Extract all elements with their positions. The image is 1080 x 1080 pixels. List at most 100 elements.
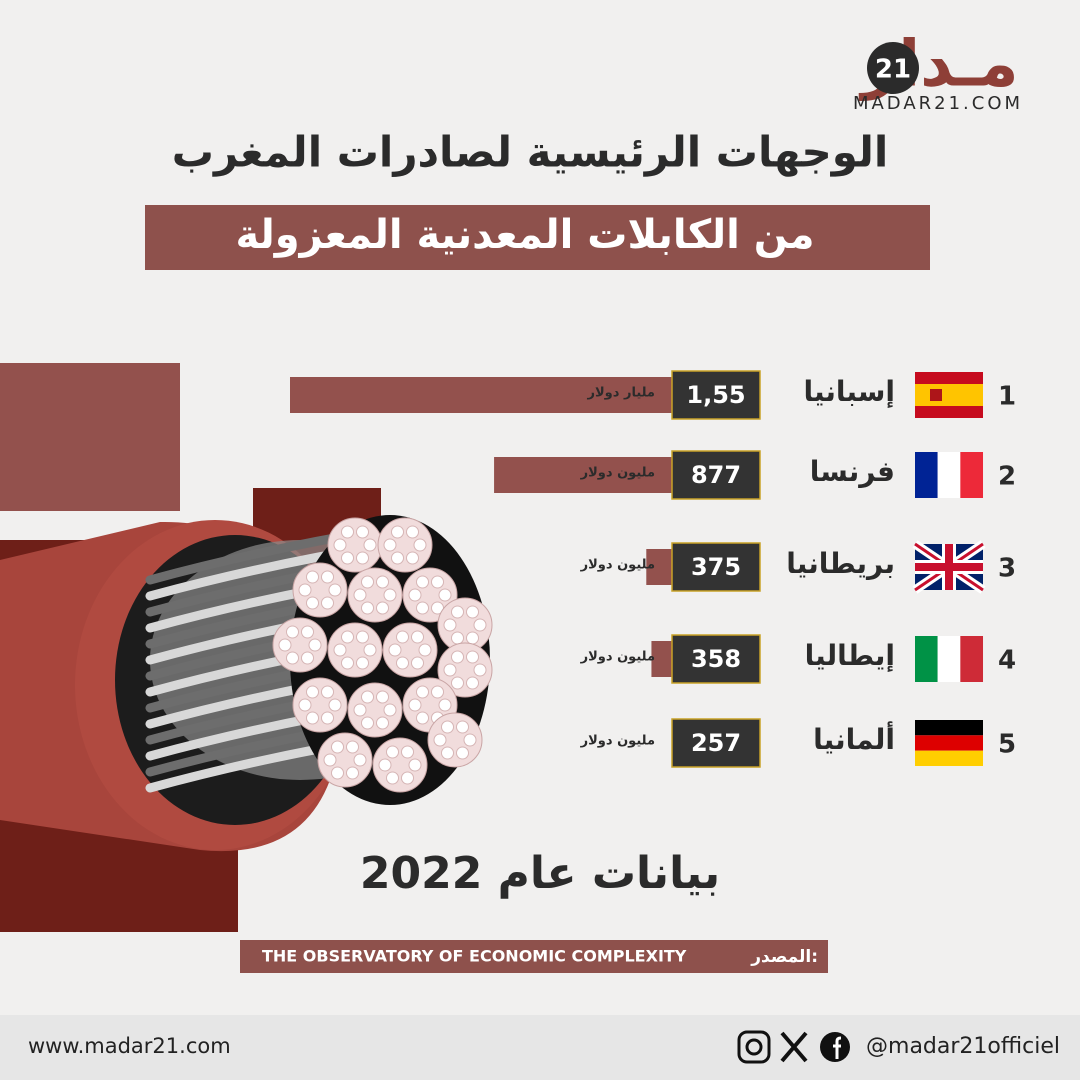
wire	[466, 605, 479, 619]
footer-bar	[0, 1015, 1080, 1080]
flag-stripe	[960, 636, 984, 682]
rank: 3	[998, 554, 1016, 584]
wire	[308, 638, 322, 652]
flag-stripe	[937, 452, 961, 498]
wire	[456, 720, 469, 734]
flag	[915, 720, 983, 766]
source-label: المصدر:	[750, 947, 818, 967]
wire	[406, 525, 419, 539]
flag	[915, 636, 984, 682]
wire	[441, 720, 454, 734]
wire	[406, 551, 419, 565]
wire	[363, 643, 377, 657]
wire	[328, 698, 342, 712]
unit-label: مليون دولار	[580, 466, 655, 481]
wire	[378, 758, 392, 772]
unit-label: مليون دولار	[580, 650, 655, 665]
wire	[411, 630, 424, 644]
wire	[353, 588, 367, 602]
wire	[356, 551, 369, 565]
logo-number: 21	[875, 55, 911, 85]
wire	[328, 583, 342, 597]
wire	[466, 650, 479, 664]
wire	[361, 690, 374, 704]
unit-label: مليون دولار	[580, 734, 655, 749]
wire	[466, 676, 479, 690]
value-label: 1,55	[686, 381, 745, 409]
instagram-icon-lens	[745, 1038, 763, 1056]
wire	[441, 746, 454, 760]
unit-label: مليار دولار	[587, 386, 655, 401]
wire	[306, 596, 319, 610]
wire	[396, 630, 409, 644]
country-name: ألمانيا	[813, 721, 895, 756]
chart-subtitle: من الكابلات المعدنية المعزولة	[235, 212, 814, 258]
wire	[376, 690, 389, 704]
decor-block	[0, 363, 180, 511]
wire	[331, 740, 344, 754]
flag-stripe	[915, 636, 938, 682]
rank: 5	[998, 730, 1016, 760]
source-box	[240, 940, 828, 973]
wire	[416, 711, 429, 725]
flag-stripe	[937, 636, 961, 682]
rank: 1	[998, 382, 1016, 412]
logo: مـدار 21 MADAR21.COM	[853, 28, 1023, 114]
wire	[306, 570, 319, 584]
wire	[401, 745, 414, 759]
chart-title: الوجهات الرئيسية لصادرات المغرب	[172, 128, 889, 178]
wire	[418, 643, 432, 657]
wire	[286, 651, 299, 665]
wire	[396, 656, 409, 670]
wire	[356, 656, 369, 670]
wire	[353, 703, 367, 717]
wire	[306, 685, 319, 699]
wire	[416, 601, 429, 615]
value-label: 358	[691, 645, 741, 673]
wire	[408, 758, 422, 772]
wire	[306, 711, 319, 725]
wire	[301, 651, 314, 665]
rank: 4	[998, 646, 1016, 676]
wire	[353, 753, 367, 767]
flag-emblem	[930, 389, 942, 401]
wire	[278, 638, 292, 652]
flag-stripe	[915, 750, 983, 766]
logo-domain: MADAR21.COM	[853, 93, 1023, 114]
wire	[321, 570, 334, 584]
wire	[286, 625, 299, 639]
value-box	[671, 450, 761, 500]
rank: 2	[998, 462, 1016, 492]
flag-stripe	[915, 735, 983, 751]
wire	[383, 588, 397, 602]
wire	[361, 716, 374, 730]
wire	[391, 551, 404, 565]
wire	[451, 676, 464, 690]
flag-stripe	[960, 452, 984, 498]
wire	[341, 656, 354, 670]
wire	[301, 625, 314, 639]
wire	[341, 525, 354, 539]
data-year-note: بيانات عام 2022	[360, 848, 720, 899]
wire	[433, 733, 447, 747]
wire	[321, 596, 334, 610]
wire	[298, 698, 312, 712]
wire	[438, 698, 452, 712]
x-icon	[780, 1031, 808, 1063]
flag-cross	[915, 544, 983, 590]
wire	[376, 575, 389, 589]
wire	[321, 711, 334, 725]
wire	[431, 575, 444, 589]
wire	[383, 538, 397, 552]
logo-badge	[867, 42, 919, 94]
unit-label: مليون دولار	[580, 558, 655, 573]
flag-stripe	[915, 452, 938, 498]
wire	[386, 745, 399, 759]
wire	[408, 698, 422, 712]
value-box	[671, 718, 761, 768]
wire	[456, 746, 469, 760]
wire	[443, 618, 457, 632]
country-name: بريطانيا	[786, 547, 895, 580]
wire	[346, 740, 359, 754]
